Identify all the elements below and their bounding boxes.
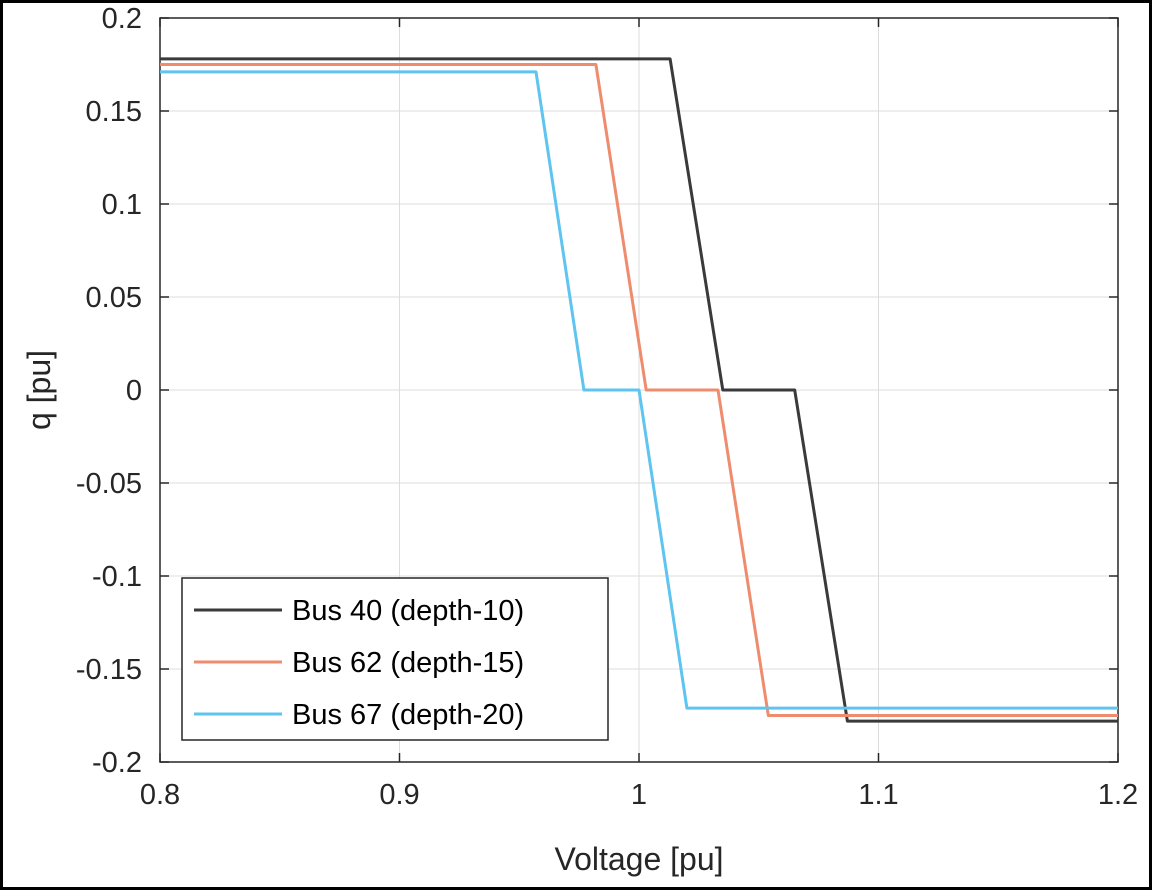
x-tick-label: 1 bbox=[631, 779, 647, 811]
y-axis-label: q [pu] bbox=[21, 350, 57, 430]
y-tick-label: -0.2 bbox=[92, 747, 142, 779]
y-tick-label: -0.1 bbox=[92, 561, 142, 593]
x-tick-label: 0.8 bbox=[140, 779, 180, 811]
y-tick-label: 0.2 bbox=[102, 3, 142, 35]
legend-label-1: Bus 40 (depth-10) bbox=[292, 595, 524, 627]
legend-label-2: Bus 62 (depth-15) bbox=[292, 647, 524, 679]
series-line-1 bbox=[160, 57, 1118, 723]
series-lines bbox=[160, 57, 1118, 723]
x-tick-label: 1.2 bbox=[1098, 779, 1138, 811]
x-tick-label: 0.9 bbox=[379, 779, 419, 811]
legend: Bus 40 (depth-10) Bus 62 (depth-15) Bus 67… bbox=[181, 577, 609, 741]
y-tick-label: -0.05 bbox=[76, 468, 142, 500]
series-line-2 bbox=[160, 63, 1118, 717]
y-axis-ticks: -0.2 -0.15 -0.1 -0.05 0 0.05 0.1 0.15 0.2 bbox=[76, 3, 1118, 779]
y-tick-label: 0.15 bbox=[86, 96, 142, 128]
legend-label-3: Bus 67 (depth-20) bbox=[292, 699, 524, 731]
x-axis-ticks: 0.8 0.9 1 1.1 1.2 bbox=[140, 18, 1138, 811]
series-line-3 bbox=[160, 70, 1118, 710]
x-axis-label: Voltage [pu] bbox=[554, 841, 723, 877]
y-tick-label: 0 bbox=[126, 375, 142, 407]
y-tick-label: -0.15 bbox=[76, 654, 142, 686]
y-tick-label: 0.1 bbox=[102, 189, 142, 221]
x-tick-label: 1.1 bbox=[858, 779, 898, 811]
y-tick-label: 0.05 bbox=[86, 282, 142, 314]
